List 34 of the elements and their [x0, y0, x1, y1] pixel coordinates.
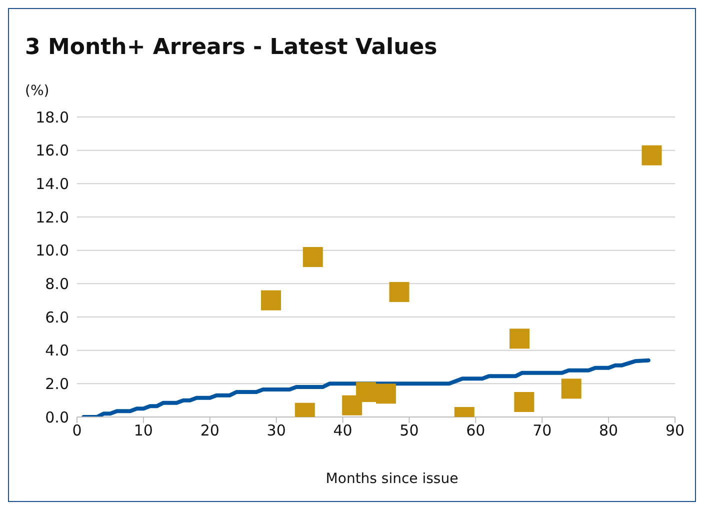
x-tick-label: 40 [333, 422, 352, 440]
y-tick-label: 16.0 [36, 142, 69, 160]
point [510, 328, 530, 349]
y-tick-label: 8.0 [45, 274, 69, 293]
x-tick-label: 60 [466, 422, 486, 440]
y-tick-label: 0.0 [45, 408, 69, 426]
x-axis-title: Months since issue [326, 471, 458, 487]
x-tick-label: 10 [134, 422, 153, 440]
x-tick-label: 0 [72, 422, 82, 440]
y-tick-label: 4.0 [45, 342, 69, 360]
point [342, 395, 362, 416]
point [261, 290, 282, 310]
y-axis-title: (%) [25, 83, 50, 99]
x-tick-label: 80 [599, 422, 618, 440]
line-series [82, 358, 650, 417]
point [642, 145, 662, 166]
x-tick-label: 90 [665, 422, 685, 440]
y-tick-label: 12.0 [36, 208, 69, 226]
y-tick-label: 2.0 [45, 374, 69, 393]
point [514, 392, 534, 412]
point [302, 247, 323, 267]
point [356, 382, 376, 402]
point [389, 282, 410, 302]
point [561, 378, 582, 399]
y-tick-label: 6.0 [45, 308, 69, 326]
x-tick-label: 30 [266, 422, 286, 440]
x-tick-label: 50 [400, 422, 419, 440]
y-tick-label: 18.0 [36, 108, 69, 126]
x-tick-label: 70 [532, 422, 552, 440]
y-tick-label: 10.0 [36, 242, 69, 260]
chart-title: 3 Month+ Arrears - Latest Values [25, 35, 438, 60]
x-tick-label: 20 [200, 422, 220, 440]
point [376, 384, 396, 404]
y-tick-label: 14.0 [36, 174, 69, 193]
